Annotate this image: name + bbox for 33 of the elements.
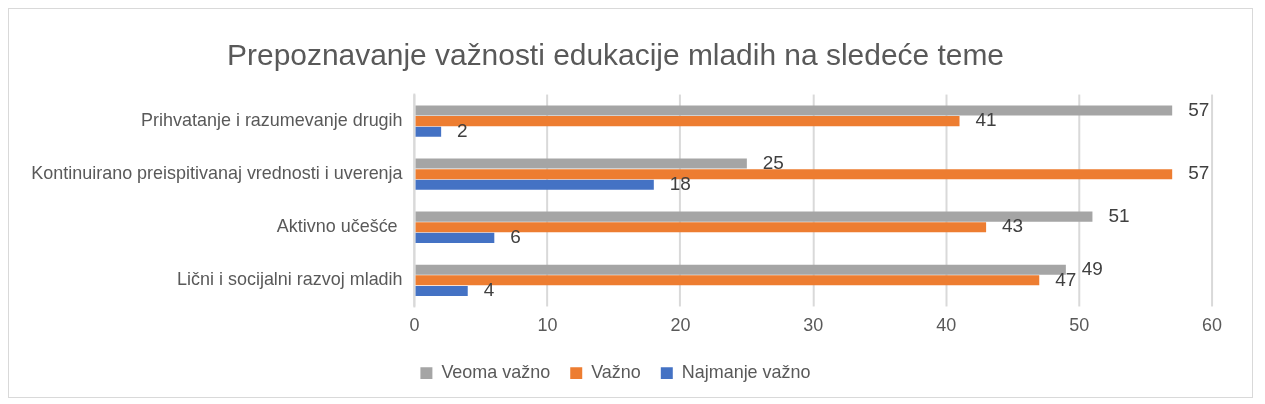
data-label: 25 — [762, 151, 784, 173]
data-label: 6 — [510, 226, 521, 248]
x-tick-label: 10 — [537, 314, 558, 335]
x-tick-label: 20 — [670, 314, 691, 335]
x-tick-label: 40 — [936, 314, 957, 335]
legend-label: Veoma važno — [441, 362, 551, 383]
data-label: 47 — [1055, 268, 1077, 290]
bar — [415, 232, 495, 243]
data-label: 43 — [1002, 215, 1024, 237]
data-label: 4 — [483, 279, 495, 301]
y-tick-label: Prihvatanje i razumevanje drugih — [141, 110, 403, 131]
data-label: 2 — [457, 119, 468, 141]
x-tick-label: 30 — [803, 314, 824, 335]
data-label: 49 — [1081, 257, 1103, 279]
bar — [415, 285, 468, 296]
bar — [415, 179, 654, 190]
data-label: 51 — [1108, 204, 1130, 226]
bar — [415, 126, 442, 137]
legend-label: Važno — [591, 362, 641, 383]
x-tick-label: 50 — [1069, 314, 1090, 335]
chart-title: Prepoznavanje važnosti edukacije mladih na sledeće teme — [227, 38, 1004, 71]
y-tick-label: Kontinuirano preispitivanaj vrednosti i uverenja — [31, 163, 403, 184]
data-label: 57 — [1188, 162, 1210, 184]
bar — [415, 158, 747, 169]
x-tick-label: 60 — [1202, 314, 1223, 335]
bar — [415, 264, 1066, 275]
data-label: 57 — [1188, 98, 1210, 120]
y-tick-label: Lični i socijalni razvoj mladih — [177, 269, 403, 290]
y-tick-label: Aktivno učešće — [276, 216, 403, 237]
legend-label: Najmanje važno — [681, 362, 811, 383]
data-label: 41 — [975, 109, 997, 131]
data-label: 18 — [669, 173, 691, 194]
x-tick-label: 0 — [409, 314, 420, 335]
